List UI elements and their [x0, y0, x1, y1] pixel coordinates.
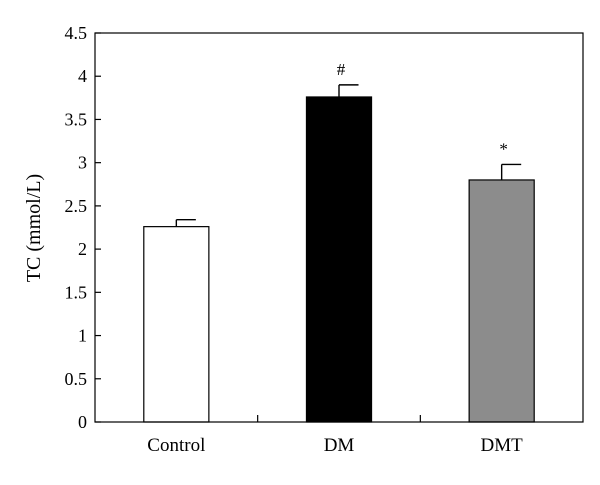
x-axis-ticks: [257, 415, 421, 422]
y-tick-label: 1: [78, 326, 87, 346]
bars: [143, 96, 535, 423]
category-labels: Control DM DMT: [147, 435, 523, 456]
significance-markers: #*: [337, 60, 508, 159]
y-tick-label: 0: [78, 412, 87, 432]
y-tick-label: 0.5: [65, 369, 88, 389]
significance-marker-dm: #: [337, 60, 346, 79]
y-tick-label: 3: [78, 153, 87, 173]
category-label-dmt: DMT: [481, 435, 524, 456]
y-tick-label: 1.5: [65, 282, 88, 302]
error-bars: [175, 84, 522, 227]
category-label-dm: DM: [324, 435, 355, 456]
y-tick-label: 4: [78, 66, 87, 86]
y-tick-label: 4.5: [65, 23, 88, 43]
bar-control: [143, 226, 210, 423]
y-axis-ticks: 0 0.5 1 1.5 2 2.5 3 3.5 4 4.5: [65, 23, 101, 432]
plot-frame: [94, 32, 584, 423]
y-tick-label: 2.5: [65, 196, 88, 216]
y-tick-label: 3.5: [65, 109, 88, 129]
bar-dmt: [468, 179, 535, 423]
y-tick-label: 2: [78, 239, 87, 259]
bar-dm: [305, 96, 373, 423]
category-label-control: Control: [147, 435, 205, 456]
y-axis-title: TC (mmol/L): [23, 174, 45, 282]
significance-marker-dmt: *: [499, 139, 508, 158]
